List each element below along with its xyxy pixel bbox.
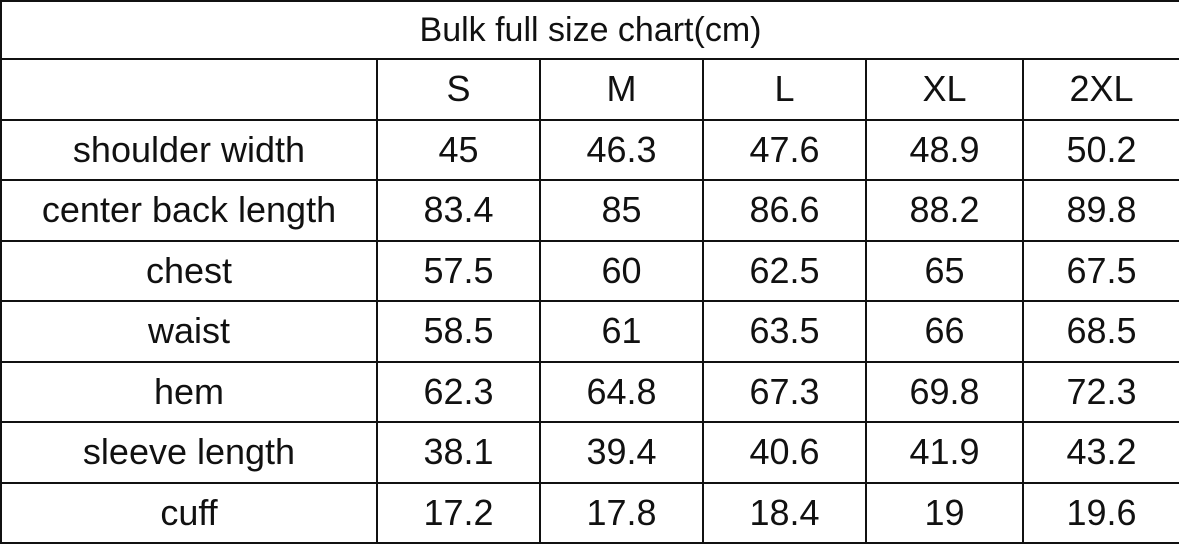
size-value: 64.8	[539, 360, 704, 423]
size-value: 41.9	[865, 421, 1024, 484]
row-label: sleeve length	[0, 421, 378, 484]
row-label: center back length	[0, 179, 378, 242]
title-row: Bulk full size chart(cm)	[0, 0, 1179, 60]
header-corner	[0, 58, 378, 121]
row-label: cuff	[0, 481, 378, 544]
size-value: 17.8	[539, 481, 704, 544]
row-label: shoulder width	[0, 118, 378, 181]
size-value: 43.2	[1022, 421, 1179, 484]
data-row: cuff 17.2 17.8 18.4 19 19.6	[0, 481, 1179, 544]
size-value: 67.3	[702, 360, 867, 423]
column-header: XL	[865, 58, 1024, 121]
size-value: 18.4	[702, 481, 867, 544]
size-value: 85	[539, 179, 704, 242]
size-value: 67.5	[1022, 239, 1179, 302]
size-value: 39.4	[539, 421, 704, 484]
data-row: sleeve length 38.1 39.4 40.6 41.9 43.2	[0, 421, 1179, 484]
row-label: waist	[0, 300, 378, 363]
size-value: 48.9	[865, 118, 1024, 181]
table-title: Bulk full size chart(cm)	[0, 0, 1179, 60]
size-value: 63.5	[702, 300, 867, 363]
data-row: chest 57.5 60 62.5 65 67.5	[0, 239, 1179, 302]
size-value: 62.5	[702, 239, 867, 302]
size-value: 38.1	[376, 421, 541, 484]
header-row: S M L XL 2XL	[0, 58, 1179, 121]
data-row: shoulder width 45 46.3 47.6 48.9 50.2	[0, 118, 1179, 181]
size-value: 68.5	[1022, 300, 1179, 363]
column-header: M	[539, 58, 704, 121]
size-value: 19	[865, 481, 1024, 544]
column-header: 2XL	[1022, 58, 1179, 121]
size-value: 19.6	[1022, 481, 1179, 544]
size-value: 72.3	[1022, 360, 1179, 423]
row-label: hem	[0, 360, 378, 423]
size-value: 83.4	[376, 179, 541, 242]
size-value: 45	[376, 118, 541, 181]
size-value: 86.6	[702, 179, 867, 242]
data-row: waist 58.5 61 63.5 66 68.5	[0, 300, 1179, 363]
size-value: 57.5	[376, 239, 541, 302]
size-value: 60	[539, 239, 704, 302]
size-value: 88.2	[865, 179, 1024, 242]
size-value: 50.2	[1022, 118, 1179, 181]
column-header: S	[376, 58, 541, 121]
size-value: 65	[865, 239, 1024, 302]
size-value: 69.8	[865, 360, 1024, 423]
size-value: 66	[865, 300, 1024, 363]
size-value: 58.5	[376, 300, 541, 363]
row-label: chest	[0, 239, 378, 302]
size-value: 46.3	[539, 118, 704, 181]
size-value: 89.8	[1022, 179, 1179, 242]
column-header: L	[702, 58, 867, 121]
size-value: 62.3	[376, 360, 541, 423]
size-value: 61	[539, 300, 704, 363]
size-value: 17.2	[376, 481, 541, 544]
size-value: 47.6	[702, 118, 867, 181]
data-row: center back length 83.4 85 86.6 88.2 89.8	[0, 179, 1179, 242]
size-value: 40.6	[702, 421, 867, 484]
data-row: hem 62.3 64.8 67.3 69.8 72.3	[0, 360, 1179, 423]
